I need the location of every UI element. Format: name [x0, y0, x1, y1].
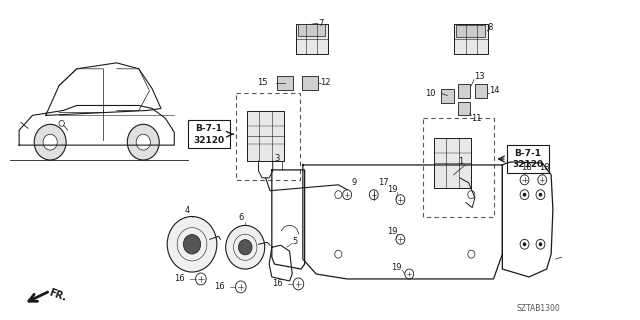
- Bar: [277, 76, 293, 90]
- Text: 3: 3: [275, 154, 280, 163]
- Text: 6: 6: [238, 213, 243, 222]
- Bar: [475, 84, 487, 98]
- Circle shape: [520, 175, 529, 185]
- Circle shape: [523, 193, 526, 197]
- Circle shape: [136, 134, 150, 150]
- Bar: [458, 84, 470, 98]
- Circle shape: [523, 242, 526, 246]
- Bar: [296, 24, 328, 54]
- Text: SZTAB1300: SZTAB1300: [516, 304, 560, 313]
- Bar: [458, 101, 470, 116]
- Circle shape: [539, 242, 542, 246]
- Text: 16: 16: [214, 282, 225, 292]
- Text: 16: 16: [174, 275, 185, 284]
- Text: 32120: 32120: [513, 160, 543, 170]
- Bar: [441, 89, 454, 102]
- Bar: [456, 25, 484, 37]
- Text: 19: 19: [392, 263, 402, 272]
- Text: 14: 14: [489, 86, 500, 95]
- Circle shape: [293, 278, 304, 290]
- Text: 12: 12: [321, 78, 331, 87]
- Text: 18: 18: [521, 164, 532, 172]
- Circle shape: [343, 190, 351, 200]
- Bar: [507, 145, 549, 173]
- Circle shape: [405, 269, 413, 279]
- Bar: [434, 138, 471, 188]
- Bar: [236, 92, 300, 180]
- Circle shape: [167, 217, 217, 272]
- Bar: [298, 24, 325, 36]
- Text: 17: 17: [378, 178, 389, 187]
- Text: 11: 11: [471, 114, 482, 123]
- Circle shape: [226, 225, 265, 269]
- Text: 5: 5: [292, 237, 298, 246]
- Circle shape: [43, 134, 57, 150]
- Circle shape: [238, 240, 252, 255]
- Circle shape: [34, 124, 66, 160]
- Text: 19: 19: [387, 227, 397, 236]
- Bar: [188, 120, 230, 148]
- Circle shape: [236, 281, 246, 293]
- Text: 8: 8: [487, 23, 493, 32]
- Bar: [247, 111, 284, 161]
- Text: B-7-1: B-7-1: [195, 124, 222, 133]
- Circle shape: [539, 193, 542, 197]
- Circle shape: [196, 273, 206, 285]
- Text: 15: 15: [257, 78, 268, 87]
- Text: 13: 13: [474, 72, 484, 81]
- Circle shape: [183, 235, 201, 254]
- Text: 10: 10: [426, 89, 436, 98]
- Text: FR.: FR.: [47, 287, 68, 303]
- Text: 32120: 32120: [193, 136, 225, 145]
- Bar: [424, 118, 494, 218]
- Text: 4: 4: [185, 206, 190, 215]
- Circle shape: [369, 190, 378, 200]
- Text: 7: 7: [318, 19, 323, 28]
- Bar: [302, 76, 318, 90]
- Circle shape: [127, 124, 159, 160]
- Text: 1: 1: [458, 157, 463, 166]
- Circle shape: [396, 195, 405, 204]
- Circle shape: [538, 175, 547, 185]
- Bar: [454, 24, 488, 54]
- Text: 9: 9: [351, 178, 357, 187]
- Circle shape: [396, 234, 405, 244]
- Text: 16: 16: [272, 279, 282, 288]
- Text: 19: 19: [387, 185, 397, 194]
- Text: B-7-1: B-7-1: [515, 148, 541, 157]
- Text: 18: 18: [539, 164, 549, 172]
